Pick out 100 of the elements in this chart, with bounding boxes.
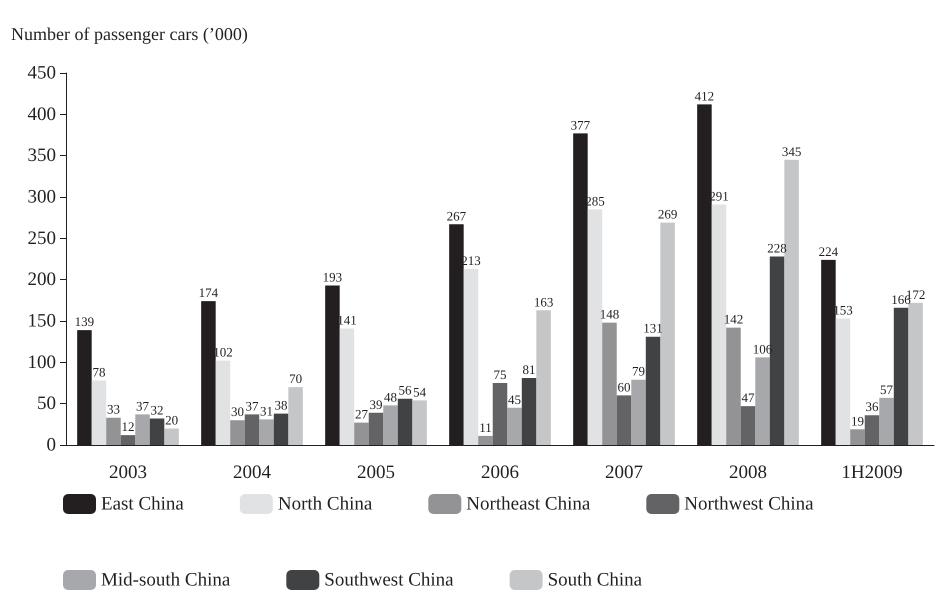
legend-label: Northeast China bbox=[466, 494, 591, 514]
bar bbox=[383, 405, 398, 445]
bar bbox=[631, 380, 646, 445]
data-label: 228 bbox=[767, 240, 787, 256]
bar bbox=[464, 268, 478, 445]
bar bbox=[850, 429, 865, 445]
data-label: 11 bbox=[479, 420, 492, 435]
data-label: 12 bbox=[122, 419, 134, 434]
data-label: 75 bbox=[494, 367, 506, 382]
bar bbox=[216, 360, 230, 445]
data-label: 60 bbox=[618, 379, 630, 394]
bar bbox=[412, 400, 427, 445]
x-tick-label: 1H2009 bbox=[841, 462, 903, 483]
data-label: 70 bbox=[289, 371, 302, 386]
bar bbox=[864, 415, 880, 445]
data-label: 33 bbox=[106, 402, 120, 417]
data-label: 47 bbox=[742, 390, 755, 406]
bar bbox=[646, 336, 660, 445]
bar bbox=[259, 419, 274, 445]
data-label: 27 bbox=[354, 406, 368, 422]
y-tick-label: 350 bbox=[28, 145, 56, 166]
data-label: 412 bbox=[694, 88, 714, 104]
bar bbox=[150, 418, 164, 445]
y-tick-label: 400 bbox=[28, 104, 56, 125]
bar bbox=[602, 322, 617, 445]
data-label: 57 bbox=[880, 382, 894, 397]
data-label: 37 bbox=[136, 398, 150, 414]
bar bbox=[164, 428, 179, 445]
data-label: 142 bbox=[724, 312, 744, 327]
legend-label: South China bbox=[548, 570, 643, 590]
data-label: 131 bbox=[643, 320, 663, 336]
bar bbox=[507, 408, 522, 445]
data-label: 345 bbox=[782, 144, 802, 159]
bar bbox=[398, 398, 412, 445]
bar bbox=[836, 318, 850, 445]
x-tick-label: 2007 bbox=[605, 462, 643, 483]
bar bbox=[340, 328, 354, 445]
data-label: 193 bbox=[322, 269, 342, 284]
bar bbox=[492, 383, 508, 445]
bar bbox=[755, 357, 770, 445]
data-label: 148 bbox=[600, 306, 620, 322]
legend-label: Northwest China bbox=[684, 494, 814, 514]
legend-label: East China bbox=[101, 494, 184, 514]
data-label: 32 bbox=[150, 402, 164, 418]
y-tick-label: 300 bbox=[28, 186, 56, 208]
bar bbox=[879, 398, 894, 445]
bar bbox=[522, 378, 536, 445]
bar bbox=[354, 422, 369, 445]
legend-label: Mid-south China bbox=[101, 570, 231, 590]
data-label: 36 bbox=[866, 399, 879, 414]
legend-label: North China bbox=[278, 494, 373, 514]
bar bbox=[274, 414, 288, 445]
x-tick-label: 2004 bbox=[233, 462, 272, 483]
y-tick-label: 150 bbox=[28, 310, 56, 332]
legend-label: Southwest China bbox=[324, 570, 454, 590]
bar bbox=[894, 308, 908, 445]
y-axis-title: Number of passenger cars (’000) bbox=[11, 24, 248, 44]
data-label: 79 bbox=[632, 364, 646, 379]
bar bbox=[712, 204, 726, 445]
bar bbox=[660, 222, 675, 445]
bar bbox=[478, 436, 493, 445]
data-label: 377 bbox=[570, 117, 591, 132]
data-label: 153 bbox=[833, 302, 853, 318]
data-label: 31 bbox=[260, 403, 274, 418]
data-label: 30 bbox=[230, 404, 244, 420]
data-label: 174 bbox=[198, 285, 219, 300]
y-tick-label: 50 bbox=[37, 393, 56, 414]
data-label: 20 bbox=[165, 412, 178, 428]
data-label: 56 bbox=[398, 382, 412, 398]
data-label: 38 bbox=[274, 398, 288, 413]
data-label: 37 bbox=[246, 398, 259, 414]
data-label: 163 bbox=[534, 294, 554, 310]
x-tick-label: 2006 bbox=[481, 462, 519, 483]
x-tick-label: 2008 bbox=[729, 462, 767, 483]
data-label: 267 bbox=[446, 208, 467, 224]
y-tick-label: 250 bbox=[28, 228, 56, 249]
x-tick-label: 2005 bbox=[357, 462, 395, 483]
bar bbox=[368, 412, 384, 445]
data-label: 102 bbox=[213, 344, 233, 360]
y-tick-label: 450 bbox=[28, 62, 56, 84]
data-label: 39 bbox=[370, 396, 382, 412]
bar bbox=[536, 310, 551, 445]
bar bbox=[288, 387, 303, 445]
bar bbox=[135, 414, 150, 445]
bar bbox=[120, 435, 136, 445]
bar bbox=[244, 414, 260, 445]
data-label: 224 bbox=[818, 244, 839, 259]
data-label: 54 bbox=[413, 384, 427, 400]
data-label: 45 bbox=[508, 392, 522, 407]
x-tick-label: 2003 bbox=[109, 462, 147, 483]
data-label: 269 bbox=[658, 206, 678, 222]
data-label: 78 bbox=[92, 364, 106, 380]
data-label: 139 bbox=[74, 314, 94, 330]
bar bbox=[230, 420, 245, 445]
data-label: 81 bbox=[522, 362, 536, 378]
data-label: 48 bbox=[384, 389, 398, 404]
data-label: 19 bbox=[850, 413, 864, 428]
bar bbox=[908, 302, 923, 445]
y-tick-label: 0 bbox=[46, 434, 56, 456]
bar bbox=[616, 395, 632, 445]
